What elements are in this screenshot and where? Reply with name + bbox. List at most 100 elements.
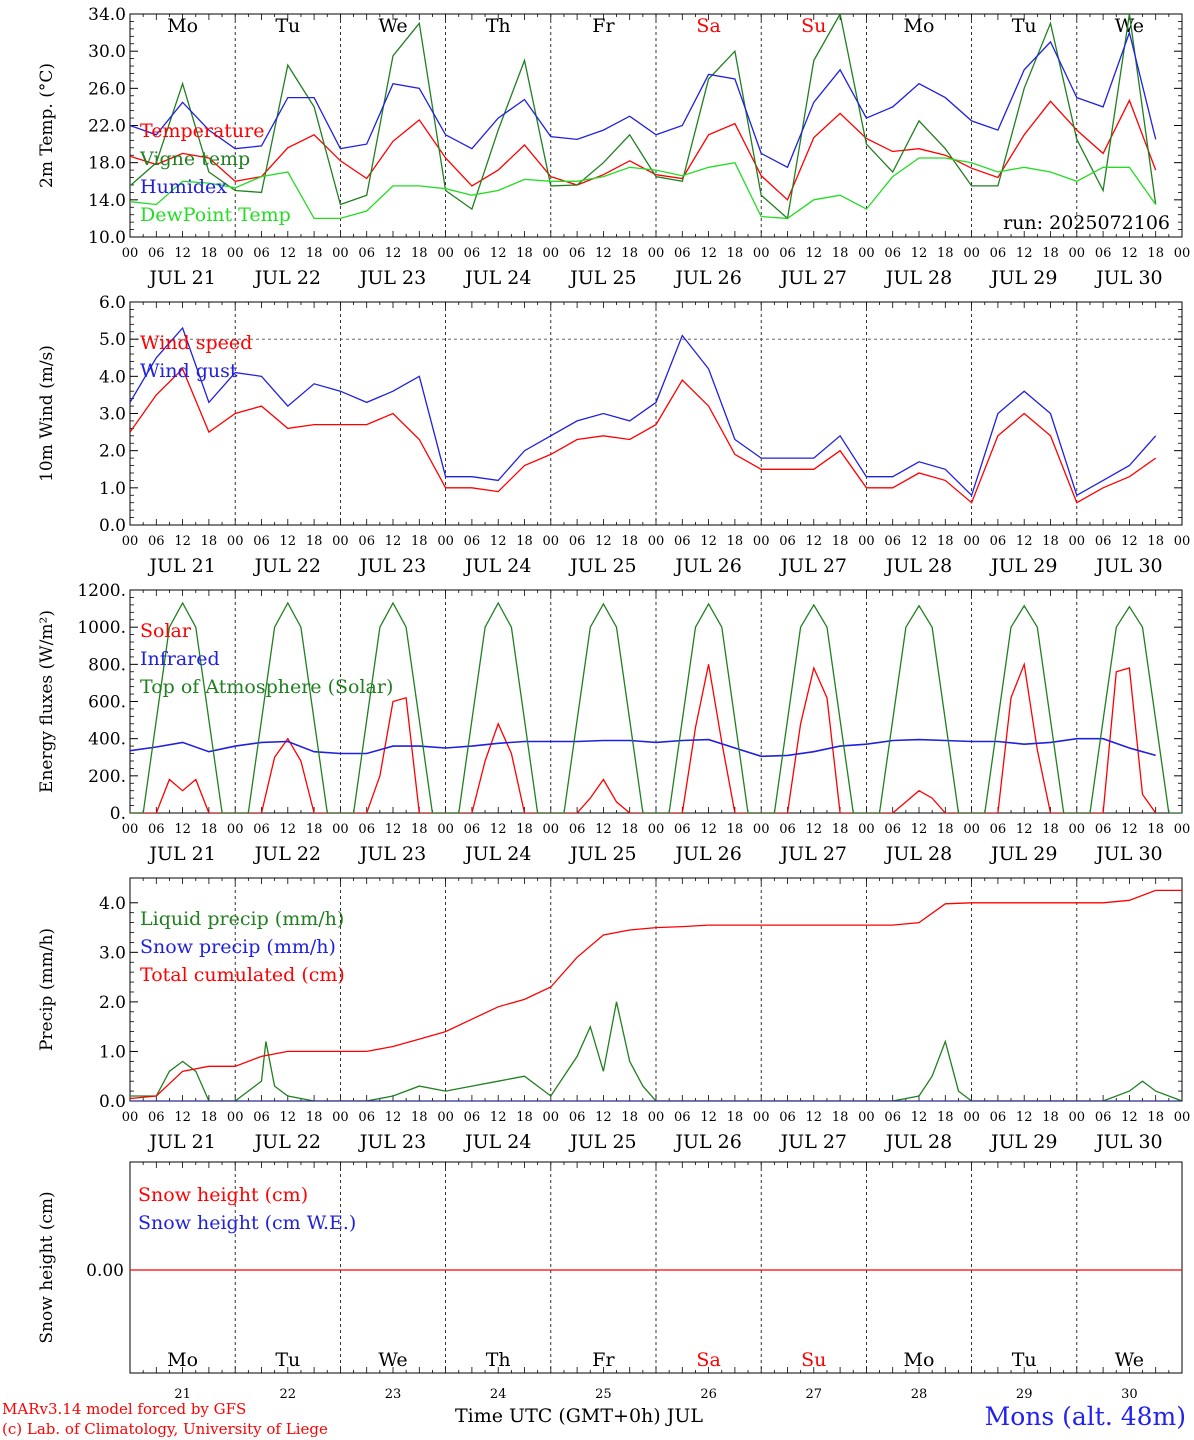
weekday-label: Th xyxy=(486,15,511,37)
hour-tick-label: 18 xyxy=(411,1110,428,1125)
hour-tick-label: 06 xyxy=(779,534,796,549)
date-label: JUL 30 xyxy=(1094,267,1162,289)
hour-tick-label: 00 xyxy=(1069,1110,1086,1125)
hour-tick-label: 12 xyxy=(1016,246,1033,261)
y-tick-label: 1.0 xyxy=(99,479,126,499)
y-tick-label: 2.0 xyxy=(99,993,126,1013)
date-label: JUL 22 xyxy=(253,267,321,289)
y-tick-label: 3.0 xyxy=(99,405,126,425)
y-tick-label: 4.0 xyxy=(99,894,126,914)
hour-tick-label: 12 xyxy=(280,1110,297,1125)
hour-tick-label: 12 xyxy=(174,822,191,837)
legend-entry: Snow precip (mm/h) xyxy=(140,936,336,958)
hour-tick-label: 06 xyxy=(569,1110,586,1125)
hour-tick-label: 06 xyxy=(464,534,481,549)
hour-tick-label: 00 xyxy=(858,534,875,549)
panel-4: 0.0 1.0 2.0 3.0 4.0 Precip (mm/h) 00 06 12 18 JUL … xyxy=(37,877,1190,1153)
weekday-label: Sa xyxy=(696,1349,720,1371)
legend-entry: Liquid precip (mm/h) xyxy=(140,908,344,930)
hour-tick-label: 06 xyxy=(674,534,691,549)
hour-tick-label: 06 xyxy=(358,246,375,261)
y-tick-label: 200. xyxy=(88,767,126,787)
hour-tick-label: 00 xyxy=(963,822,980,837)
hour-tick-label: 12 xyxy=(1016,1110,1033,1125)
hour-tick-label: 18 xyxy=(832,534,849,549)
hour-tick-label: 12 xyxy=(490,246,507,261)
legend-entry: Infrared xyxy=(140,648,220,670)
hour-tick-label: 00 xyxy=(648,822,665,837)
date-label: JUL 28 xyxy=(884,555,952,577)
hour-tick-label: 12 xyxy=(385,246,402,261)
weekday-label: Mo xyxy=(167,1349,198,1371)
weekday-label: We xyxy=(1115,15,1144,37)
hour-tick-label: 18 xyxy=(621,822,638,837)
hour-tick-label: 18 xyxy=(1042,822,1059,837)
hour-tick-label: 00 xyxy=(543,822,560,837)
series-group xyxy=(130,14,1157,220)
hour-tick-label: 00 xyxy=(227,246,244,261)
hour-tick-label: 12 xyxy=(806,246,823,261)
day-number-label: 26 xyxy=(700,1387,717,1402)
hour-tick-label: 12 xyxy=(806,534,823,549)
hour-tick-label: 18 xyxy=(201,246,218,261)
hour-tick-label: 18 xyxy=(937,534,954,549)
hour-tick-label: 12 xyxy=(911,534,928,549)
y-tick-label: 30.0 xyxy=(88,42,126,62)
hour-tick-label: 18 xyxy=(727,1110,744,1125)
hour-tick-label: 06 xyxy=(358,534,375,549)
weekday-label: Tu xyxy=(275,1349,300,1371)
weekday-label: We xyxy=(378,1349,407,1371)
hour-tick-label: 12 xyxy=(490,1110,507,1125)
date-label: JUL 29 xyxy=(989,843,1057,865)
date-label: JUL 25 xyxy=(568,1131,636,1153)
day-number-label: 22 xyxy=(280,1387,297,1402)
y-tick-label: 400. xyxy=(88,730,126,750)
hour-tick-label: 12 xyxy=(595,246,612,261)
y-tick-label: 6.0 xyxy=(99,293,126,313)
weekday-label: Tu xyxy=(1012,15,1037,37)
hour-tick-label: 00 xyxy=(858,1110,875,1125)
hour-tick-label: 00 xyxy=(1174,822,1191,837)
series-line-dewpoint-temp xyxy=(130,157,1157,220)
date-label: JUL 22 xyxy=(253,555,321,577)
hour-tick-label: 06 xyxy=(674,1110,691,1125)
lab-credit: (c) Lab. of Climatology, University of L… xyxy=(2,1420,328,1438)
y-tick-label: 18.0 xyxy=(88,154,126,174)
hour-tick-label: 12 xyxy=(1016,534,1033,549)
hour-tick-label: 18 xyxy=(621,1110,638,1125)
hour-tick-label: 18 xyxy=(1147,1110,1164,1125)
hour-tick-label: 06 xyxy=(779,1110,796,1125)
hour-tick-label: 12 xyxy=(280,246,297,261)
day-number-label: 24 xyxy=(490,1387,507,1402)
hour-tick-label: 18 xyxy=(411,246,428,261)
series-line-wind-gust xyxy=(130,326,1157,497)
hour-tick-label: 06 xyxy=(253,534,270,549)
hour-tick-label: 06 xyxy=(253,246,270,261)
hour-tick-label: 12 xyxy=(806,822,823,837)
date-label: JUL 25 xyxy=(568,843,636,865)
day-number-label: 21 xyxy=(174,1387,191,1402)
hour-tick-label: 00 xyxy=(437,534,454,549)
hour-tick-label: 18 xyxy=(937,246,954,261)
date-label: JUL 25 xyxy=(568,267,636,289)
run-annotation: run: 2025072106 xyxy=(1003,212,1170,234)
hour-tick-label: 06 xyxy=(464,246,481,261)
hour-tick-label: 12 xyxy=(1121,246,1138,261)
hour-tick-label: 00 xyxy=(122,822,139,837)
y-tick-label: 5.0 xyxy=(99,330,126,350)
panel-2: 0.0 1.0 2.0 3.0 4.0 5.0 6.0 10m Wind (m/s) 00 06 1… xyxy=(37,293,1190,577)
date-label: JUL 21 xyxy=(147,267,215,289)
hour-tick-label: 18 xyxy=(621,534,638,549)
hour-tick-label: 00 xyxy=(332,1110,349,1125)
y-tick-label: 0. xyxy=(110,804,126,824)
legend-entry: DewPoint Temp xyxy=(140,204,291,226)
hour-tick-label: 12 xyxy=(911,1110,928,1125)
legend-entry: Snow height (cm W.E.) xyxy=(138,1212,356,1234)
y-tick-label: 1.0 xyxy=(99,1042,126,1062)
y-tick-label: 1000. xyxy=(77,618,126,638)
y-tick-label: 22.0 xyxy=(88,117,126,137)
panel-1: 10.0 14.0 18.0 22.0 26.0 30.0 34.0 2m Temp. (°C… xyxy=(37,5,1190,289)
hour-tick-label: 12 xyxy=(385,534,402,549)
hour-tick-label: 00 xyxy=(332,246,349,261)
